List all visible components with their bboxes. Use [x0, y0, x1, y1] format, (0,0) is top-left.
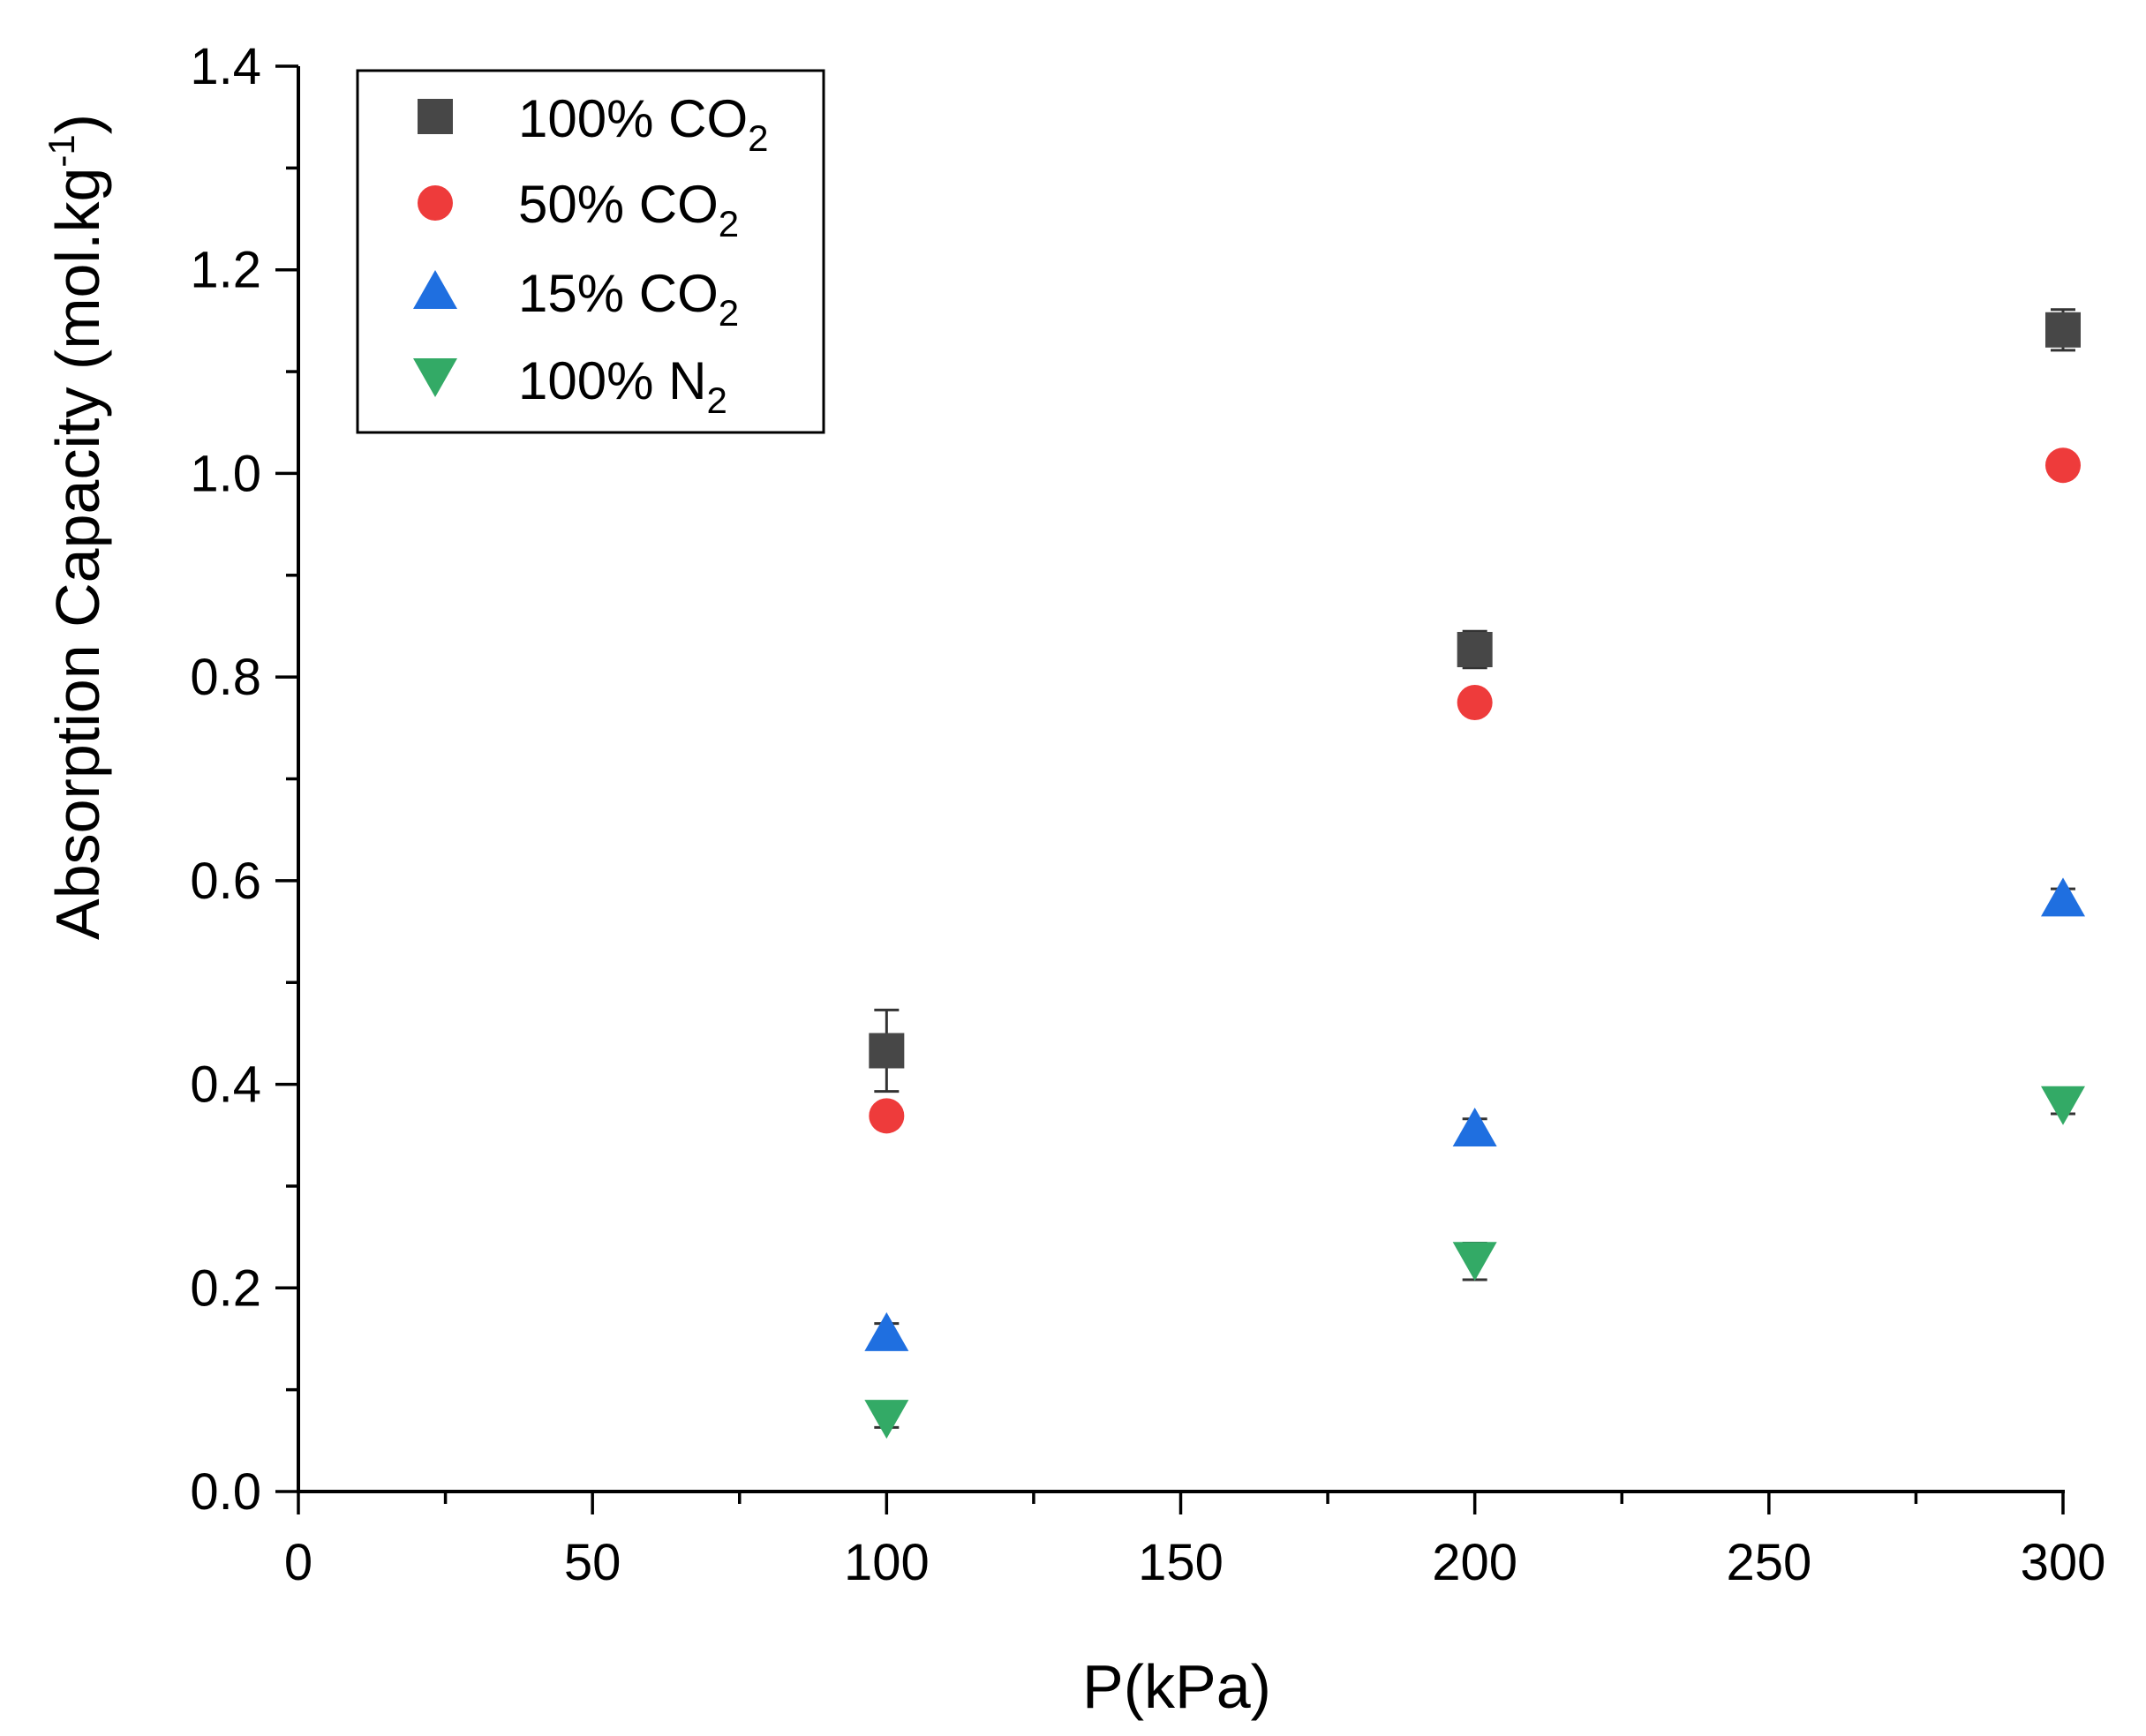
y-tick-label: 0.6 — [190, 853, 261, 910]
x-tick-label: 0 — [284, 1534, 312, 1591]
legend-marker-triangle-down — [413, 358, 457, 397]
y-tick-label: 1.4 — [190, 38, 261, 95]
y-tick-label: 0.8 — [190, 649, 261, 706]
data-point — [864, 1400, 909, 1439]
data-point — [1457, 631, 1493, 667]
legend-label-100-co2: 100% CO2 — [518, 89, 769, 159]
x-tick-label: 250 — [1726, 1534, 1811, 1591]
legend-label-100-n2: 100% N2 — [518, 351, 727, 421]
series-circle — [869, 447, 2081, 1134]
data-point — [2041, 877, 2085, 917]
series-triangle-down — [864, 1086, 2085, 1439]
data-point — [869, 1098, 905, 1134]
data-point — [1457, 684, 1493, 720]
data-point — [2045, 312, 2081, 348]
data-point — [2045, 447, 2081, 484]
series-square — [869, 308, 2081, 1093]
legend-label-50-co2: 50% CO2 — [518, 175, 739, 244]
data-point — [869, 1033, 905, 1069]
data-point — [1452, 1108, 1497, 1147]
legend-label-15-co2: 15% CO2 — [518, 264, 739, 334]
legend: 100% CO2 50% CO2 15% CO2 100% N2 — [356, 69, 825, 434]
legend-marker-triangle-up — [413, 270, 457, 309]
x-tick-label: 300 — [2021, 1534, 2106, 1591]
data-point — [864, 1311, 909, 1351]
x-tick-label: 50 — [564, 1534, 621, 1591]
y-tick-label: 1.2 — [190, 242, 261, 299]
y-tick-label: 0.0 — [190, 1463, 261, 1521]
series-triangle-up — [864, 877, 2085, 1351]
x-tick-label: 200 — [1432, 1534, 1517, 1591]
axes: 0 50 100 150 200 250 300 0.0 0.2 0.4 0.6 0.8 1.0 1.2 1… — [190, 38, 2105, 1591]
x-axis-title: P(kPa) — [1082, 1652, 1271, 1721]
legend-marker-square — [418, 99, 453, 134]
y-tick-label: 1.0 — [190, 445, 261, 502]
x-tick-label: 150 — [1138, 1534, 1224, 1591]
x-tick-label: 100 — [844, 1534, 930, 1591]
y-tick-label: 0.2 — [190, 1259, 261, 1317]
y-tick-label: 0.4 — [190, 1056, 261, 1114]
y-axis-title: Absorption Capacity (mol.kg-1) — [41, 114, 112, 940]
data-point — [2041, 1086, 2085, 1125]
data-point — [1452, 1242, 1497, 1281]
legend-marker-circle — [418, 185, 453, 221]
plot-area — [864, 308, 2085, 1439]
